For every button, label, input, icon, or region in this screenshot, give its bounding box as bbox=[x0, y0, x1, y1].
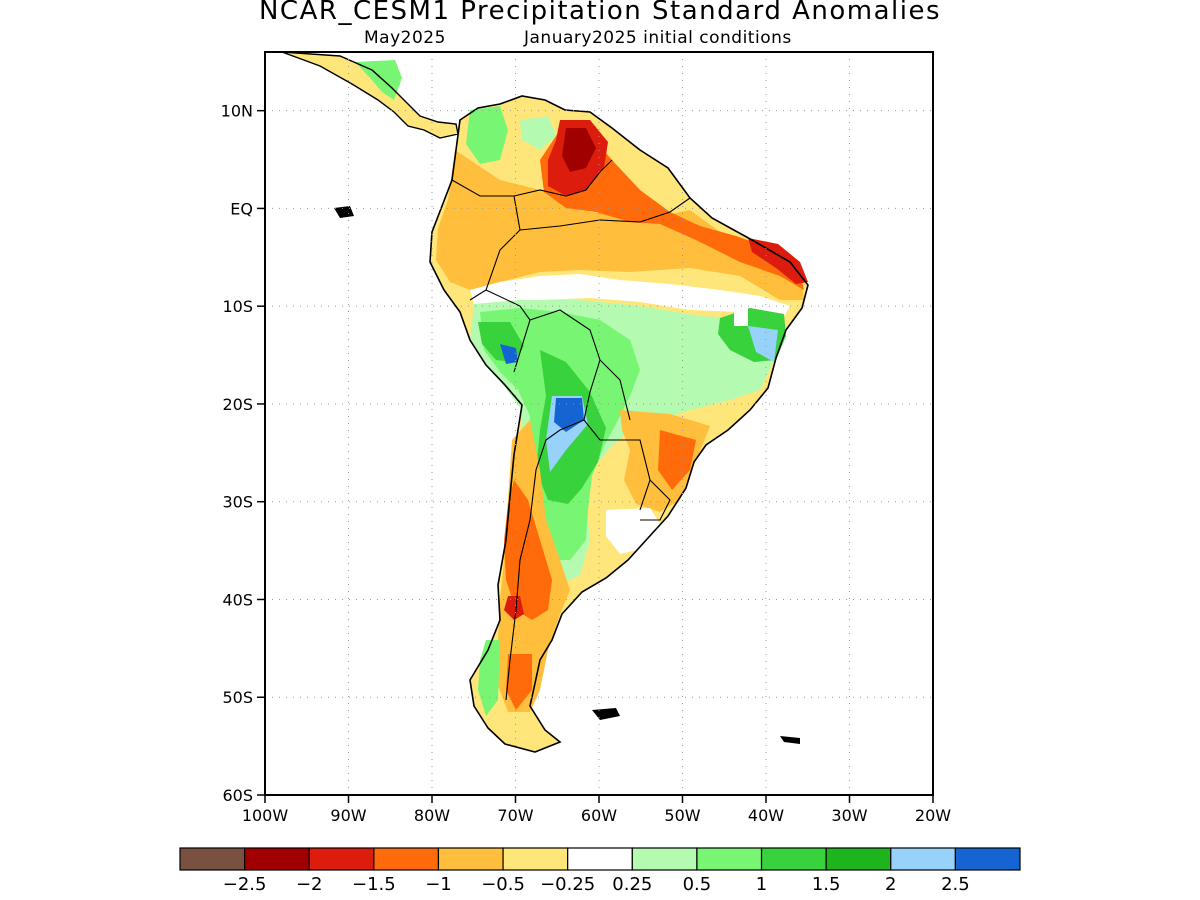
valid-month-label: May2025 bbox=[364, 28, 446, 48]
central-america-green-anomaly bbox=[355, 60, 402, 100]
lon-tick-label: 60W bbox=[581, 806, 617, 825]
anomaly-lightgreen-venezuela bbox=[520, 116, 556, 150]
colorbar-swatch bbox=[179, 847, 246, 871]
anomaly-dark-orange-north bbox=[540, 130, 804, 290]
colorbar-swatch bbox=[954, 847, 1021, 871]
anomaly-blue-peru bbox=[500, 344, 518, 364]
central-america-coastline bbox=[281, 52, 459, 139]
latitude-axis: 10N EQ 10S 20S 30S 40S 50S 60S bbox=[221, 102, 265, 805]
colorbar-label: −1 bbox=[425, 874, 452, 895]
graticule bbox=[265, 52, 933, 795]
colorbar-swatch bbox=[631, 847, 698, 871]
anomaly-blue-northeast bbox=[748, 326, 778, 362]
lon-tick-label: 40W bbox=[748, 806, 784, 825]
lat-tick-label: 10N bbox=[221, 102, 253, 121]
anomaly-darkorange-patagonia bbox=[506, 654, 532, 710]
anomaly-darkorange-southeast bbox=[658, 430, 696, 490]
colorbar-swatch bbox=[244, 847, 310, 871]
anomaly-darkred-venezuela bbox=[562, 128, 596, 172]
colorbar-label: 1.5 bbox=[812, 874, 841, 895]
colorbar-legend: −2.5 −2 −1.5 −1 −0.5 −0.25 0.25 0.5 1 1.5 2 2.5 bbox=[179, 847, 1021, 895]
lon-tick-label: 90W bbox=[330, 806, 366, 825]
colorbar-swatch bbox=[567, 847, 633, 871]
anomaly-red-chile bbox=[504, 596, 524, 620]
national-borders bbox=[451, 159, 691, 701]
coastline bbox=[429, 95, 809, 753]
colorbar-swatch bbox=[696, 847, 763, 871]
lat-tick-label: 60S bbox=[222, 786, 253, 805]
lon-tick-label: 70W bbox=[497, 806, 533, 825]
colorbar-swatch bbox=[437, 847, 504, 871]
colorbar-swatch bbox=[890, 847, 956, 871]
lon-tick-label: 50W bbox=[664, 806, 700, 825]
colorbar-swatch bbox=[373, 847, 440, 871]
lat-tick-label: 10S bbox=[222, 297, 253, 316]
colorbar-swatch bbox=[760, 847, 827, 871]
colorbar-label: −2 bbox=[296, 874, 323, 895]
initial-conditions-label: January2025 initial conditions bbox=[524, 28, 792, 48]
anomaly-white-northeast bbox=[734, 306, 748, 326]
anomaly-red-northeast bbox=[748, 238, 808, 284]
colorbar-label: −1.5 bbox=[352, 874, 396, 895]
lat-tick-label: 20S bbox=[222, 395, 253, 414]
galapagos-islands bbox=[334, 206, 354, 218]
colorbar-label: −2.5 bbox=[223, 874, 267, 895]
longitude-axis: 100W 90W 80W 70W 60W 50W 40W 30W 20W bbox=[242, 795, 951, 825]
lon-tick-label: 80W bbox=[414, 806, 450, 825]
colorbar-swatch bbox=[502, 847, 569, 871]
colorbar-label: 2 bbox=[885, 874, 896, 895]
lat-tick-label: 30S bbox=[222, 493, 253, 512]
lon-tick-label: 20W bbox=[915, 806, 951, 825]
lat-tick-label: 40S bbox=[222, 590, 253, 609]
colorbar-swatch bbox=[308, 847, 375, 871]
lon-tick-label: 100W bbox=[242, 806, 289, 825]
colorbar-label: 2.5 bbox=[941, 874, 970, 895]
falkland-islands bbox=[592, 708, 620, 720]
colorbar-label: 1 bbox=[756, 874, 767, 895]
anomaly-neutral-band bbox=[470, 274, 790, 320]
lat-tick-label: EQ bbox=[230, 199, 253, 218]
colorbar-label: −0.25 bbox=[540, 874, 595, 895]
colorbar-label: −0.5 bbox=[481, 874, 525, 895]
anomaly-orange-north bbox=[436, 150, 804, 300]
colorbar-label: 0.5 bbox=[683, 874, 712, 895]
map-plot-area bbox=[265, 52, 933, 795]
colorbar-label: 0.25 bbox=[612, 874, 652, 895]
south-georgia bbox=[780, 736, 800, 744]
map-title: NCAR_CESM1 Precipitation Standard Anomal… bbox=[258, 0, 942, 26]
colorbar-swatch bbox=[825, 847, 892, 871]
lon-tick-label: 30W bbox=[831, 806, 867, 825]
lat-tick-label: 50S bbox=[222, 688, 253, 707]
anomaly-green-colombia bbox=[466, 106, 508, 164]
